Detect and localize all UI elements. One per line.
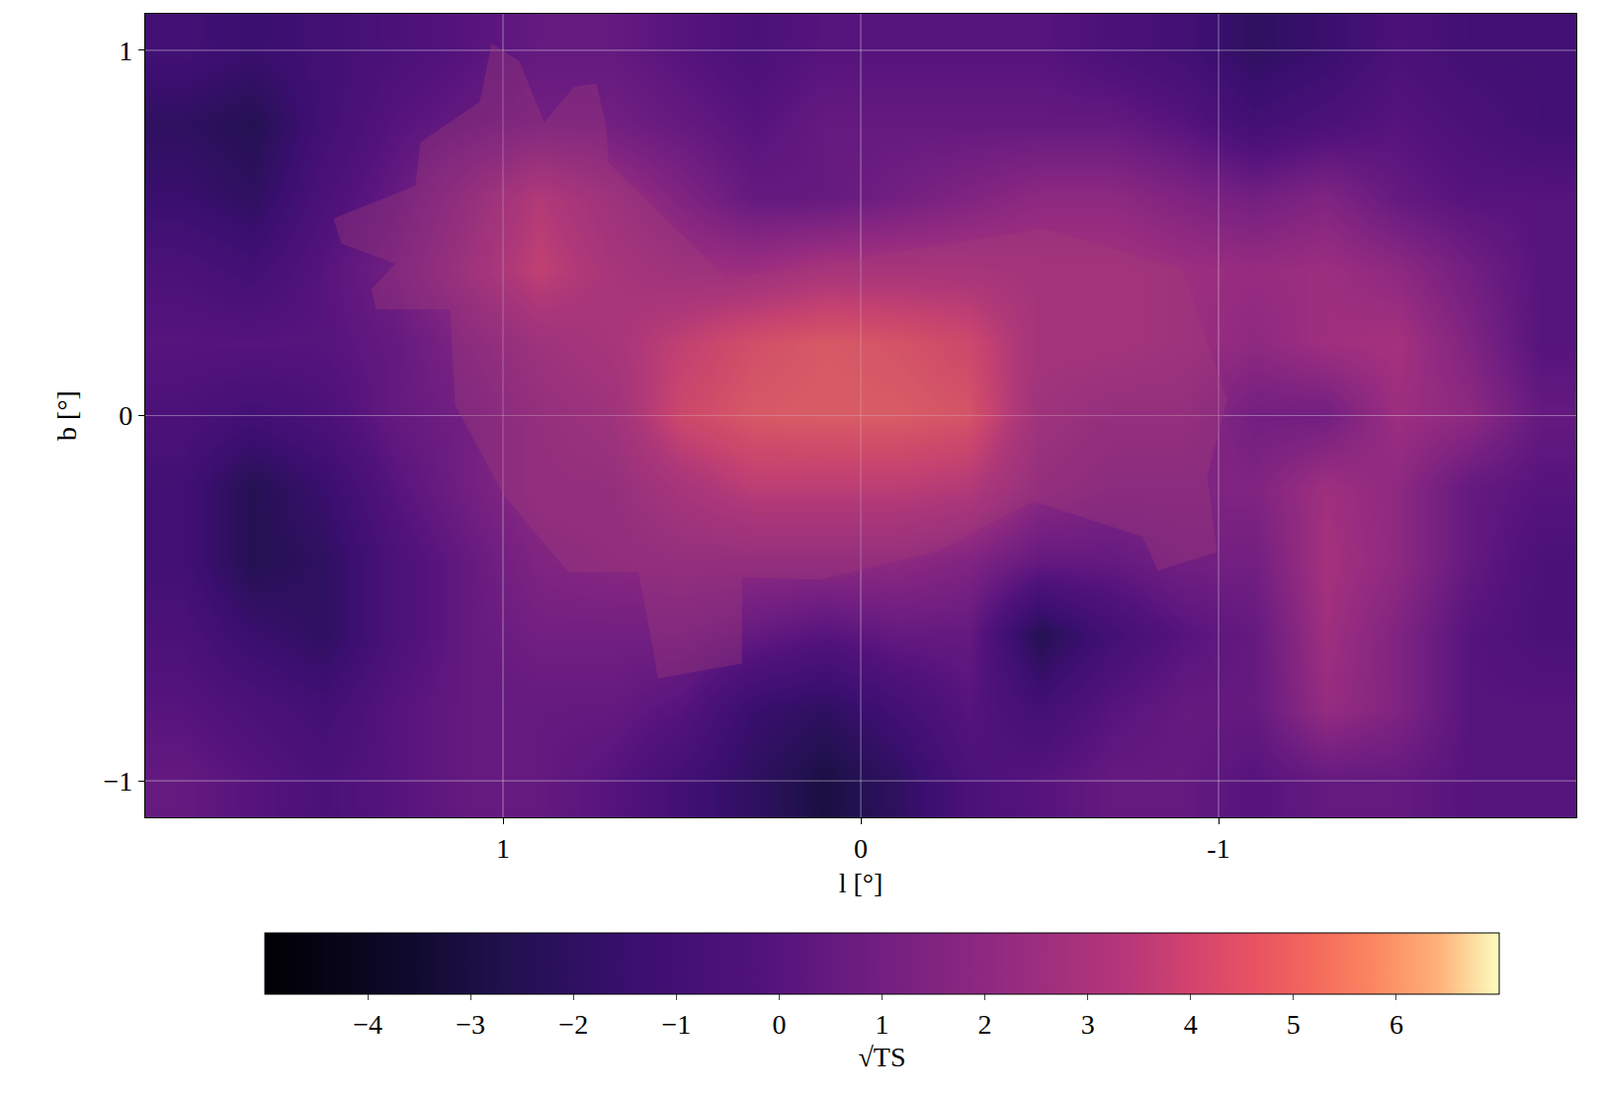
- svg-text:0: 0: [118, 400, 133, 431]
- svg-text:1: 1: [875, 1009, 890, 1040]
- svg-text:1: 1: [118, 35, 133, 67]
- svg-text:−1: −1: [661, 1009, 691, 1040]
- svg-text:6: 6: [1389, 1009, 1404, 1040]
- svg-text:0: 0: [771, 1009, 786, 1040]
- svg-text:1: 1: [496, 833, 510, 864]
- svg-text:−1: −1: [103, 765, 134, 797]
- svg-text:2: 2: [978, 1009, 993, 1040]
- svg-text:−4: −4: [352, 1009, 383, 1040]
- svg-text:3: 3: [1081, 1009, 1095, 1040]
- svg-text:5: 5: [1286, 1009, 1301, 1040]
- svg-text:b [°]: b [°]: [51, 390, 83, 441]
- svg-text:4: 4: [1183, 1009, 1198, 1040]
- svg-text:−2: −2: [558, 1009, 589, 1040]
- svg-text:−3: −3: [455, 1009, 486, 1040]
- svg-text:-1: -1: [1206, 833, 1230, 864]
- svg-text:0: 0: [853, 833, 868, 864]
- svg-text:√TS: √TS: [857, 1041, 906, 1073]
- svg-text:l [°]: l [°]: [839, 867, 884, 899]
